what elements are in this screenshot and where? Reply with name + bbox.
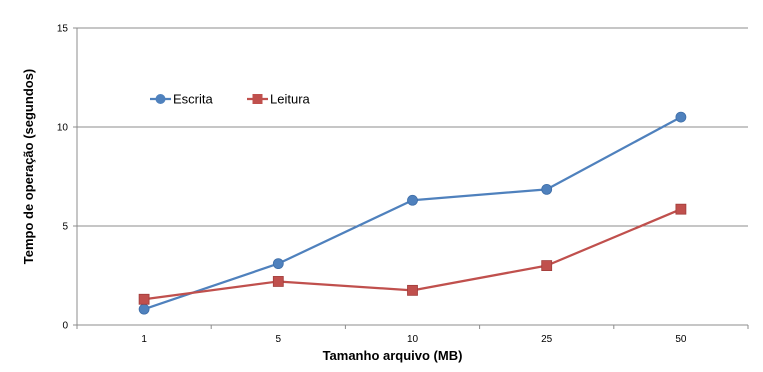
series-escrita xyxy=(138,111,687,315)
series-group xyxy=(138,111,687,315)
data-point xyxy=(407,194,418,206)
y-tick-label: 0 xyxy=(62,321,68,332)
data-point xyxy=(272,258,284,270)
y-axis-title: Tempo de operação (segundos) xyxy=(21,69,36,265)
legend-marker xyxy=(155,94,166,104)
series-leitura xyxy=(138,203,687,305)
x-tick-label: 5 xyxy=(276,334,282,345)
data-point xyxy=(138,303,150,315)
data-point xyxy=(675,203,687,215)
x-tick-label: 1 xyxy=(141,334,147,345)
y-tick-label: 15 xyxy=(57,24,69,35)
series-line xyxy=(143,116,682,311)
x-axis-title: Tamanho arquivo (MB) xyxy=(323,348,463,363)
x-tick-label: 50 xyxy=(675,334,687,345)
data-point xyxy=(138,293,150,305)
gridlines xyxy=(77,27,748,227)
x-tick-label: 10 xyxy=(407,334,419,345)
data-point xyxy=(407,284,418,296)
legend-entry-escrita: Escrita xyxy=(150,92,214,107)
legend-label: Leitura xyxy=(270,92,311,107)
data-point xyxy=(675,111,687,123)
legend-marker xyxy=(252,94,263,104)
y-tick-label: 10 xyxy=(57,123,69,134)
data-point xyxy=(272,276,284,287)
legend-label: Escrita xyxy=(173,92,214,107)
y-tick-label: 5 xyxy=(62,222,68,233)
legend-entry-leitura: Leitura xyxy=(247,92,311,107)
data-point xyxy=(541,260,553,272)
legend: Escrita Leitura xyxy=(150,92,311,107)
data-point xyxy=(541,183,553,195)
x-tick-label: 25 xyxy=(541,334,553,345)
